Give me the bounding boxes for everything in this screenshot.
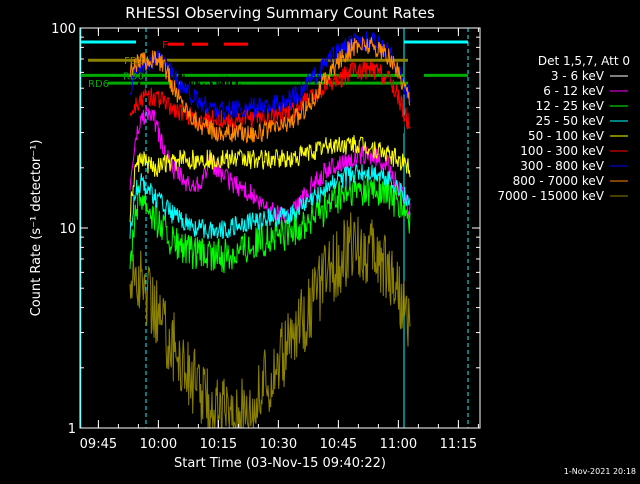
legend-label: 25 - 50 keV	[536, 114, 605, 128]
series-trace	[129, 31, 411, 120]
legend-label: 12 - 25 keV	[536, 99, 605, 113]
flag-label-rd6: RD6	[88, 79, 109, 90]
flag-label-f: F	[162, 40, 168, 51]
legend-title: Det 1,5,7, Att 0	[538, 54, 630, 68]
series-trace	[129, 173, 411, 274]
series-trace	[129, 135, 411, 222]
series-trace	[129, 36, 411, 144]
legend-label: 7000 - 15000 keV	[497, 189, 604, 203]
x-tick-label: 09:45	[80, 437, 117, 452]
legend-label: 800 - 7000 keV	[513, 174, 605, 188]
x-tick-label: 11:00	[380, 437, 417, 452]
series-trace	[129, 162, 411, 240]
x-tick-label: 10:00	[140, 437, 177, 452]
render-timestamp: 1-Nov-2021 20:18	[564, 467, 636, 476]
y-tick-label: 100	[51, 22, 76, 37]
x-tick-label: 11:15	[440, 437, 477, 452]
x-axis-label: Start Time (03-Nov-15 09:40:22)	[174, 456, 386, 471]
legend-label: 6 - 12 keV	[543, 84, 605, 98]
legend-label: 50 - 100 keV	[528, 129, 605, 143]
legend-label: 300 - 800 keV	[520, 159, 604, 173]
flag-label-rd0: RD0	[123, 71, 144, 82]
flag-label-fd2: FD2	[124, 56, 144, 67]
chart-title: RHESSI Observing Summary Count Rates	[125, 4, 435, 22]
y-tick-label: 1	[68, 422, 76, 437]
x-tick-label: 10:30	[260, 437, 297, 452]
series-12-25-keV	[129, 173, 411, 274]
x-tick-label: 10:45	[320, 437, 357, 452]
plot-area: FD2 RD0 RD6 F	[80, 28, 469, 429]
y-axis-label: Count Rate (s⁻¹ detector⁻¹)	[29, 140, 44, 317]
x-tick-label: 10:15	[200, 437, 237, 452]
series-7000-15000-keV	[129, 212, 411, 429]
legend-label: 100 - 300 keV	[520, 144, 604, 158]
series-50-100-keV	[129, 135, 411, 222]
y-tick-label: 10	[59, 222, 76, 237]
series-800-7000-keV	[129, 36, 411, 144]
series-25-50-keV	[129, 162, 411, 240]
series-trace	[129, 212, 411, 429]
legend-label: 3 - 6 keV	[551, 69, 605, 83]
axes: 1 10 100 09:45 10:00 10:15 10:30 10:45 11:00 11:1…	[51, 22, 480, 452]
series-300-800-keV	[129, 31, 411, 120]
